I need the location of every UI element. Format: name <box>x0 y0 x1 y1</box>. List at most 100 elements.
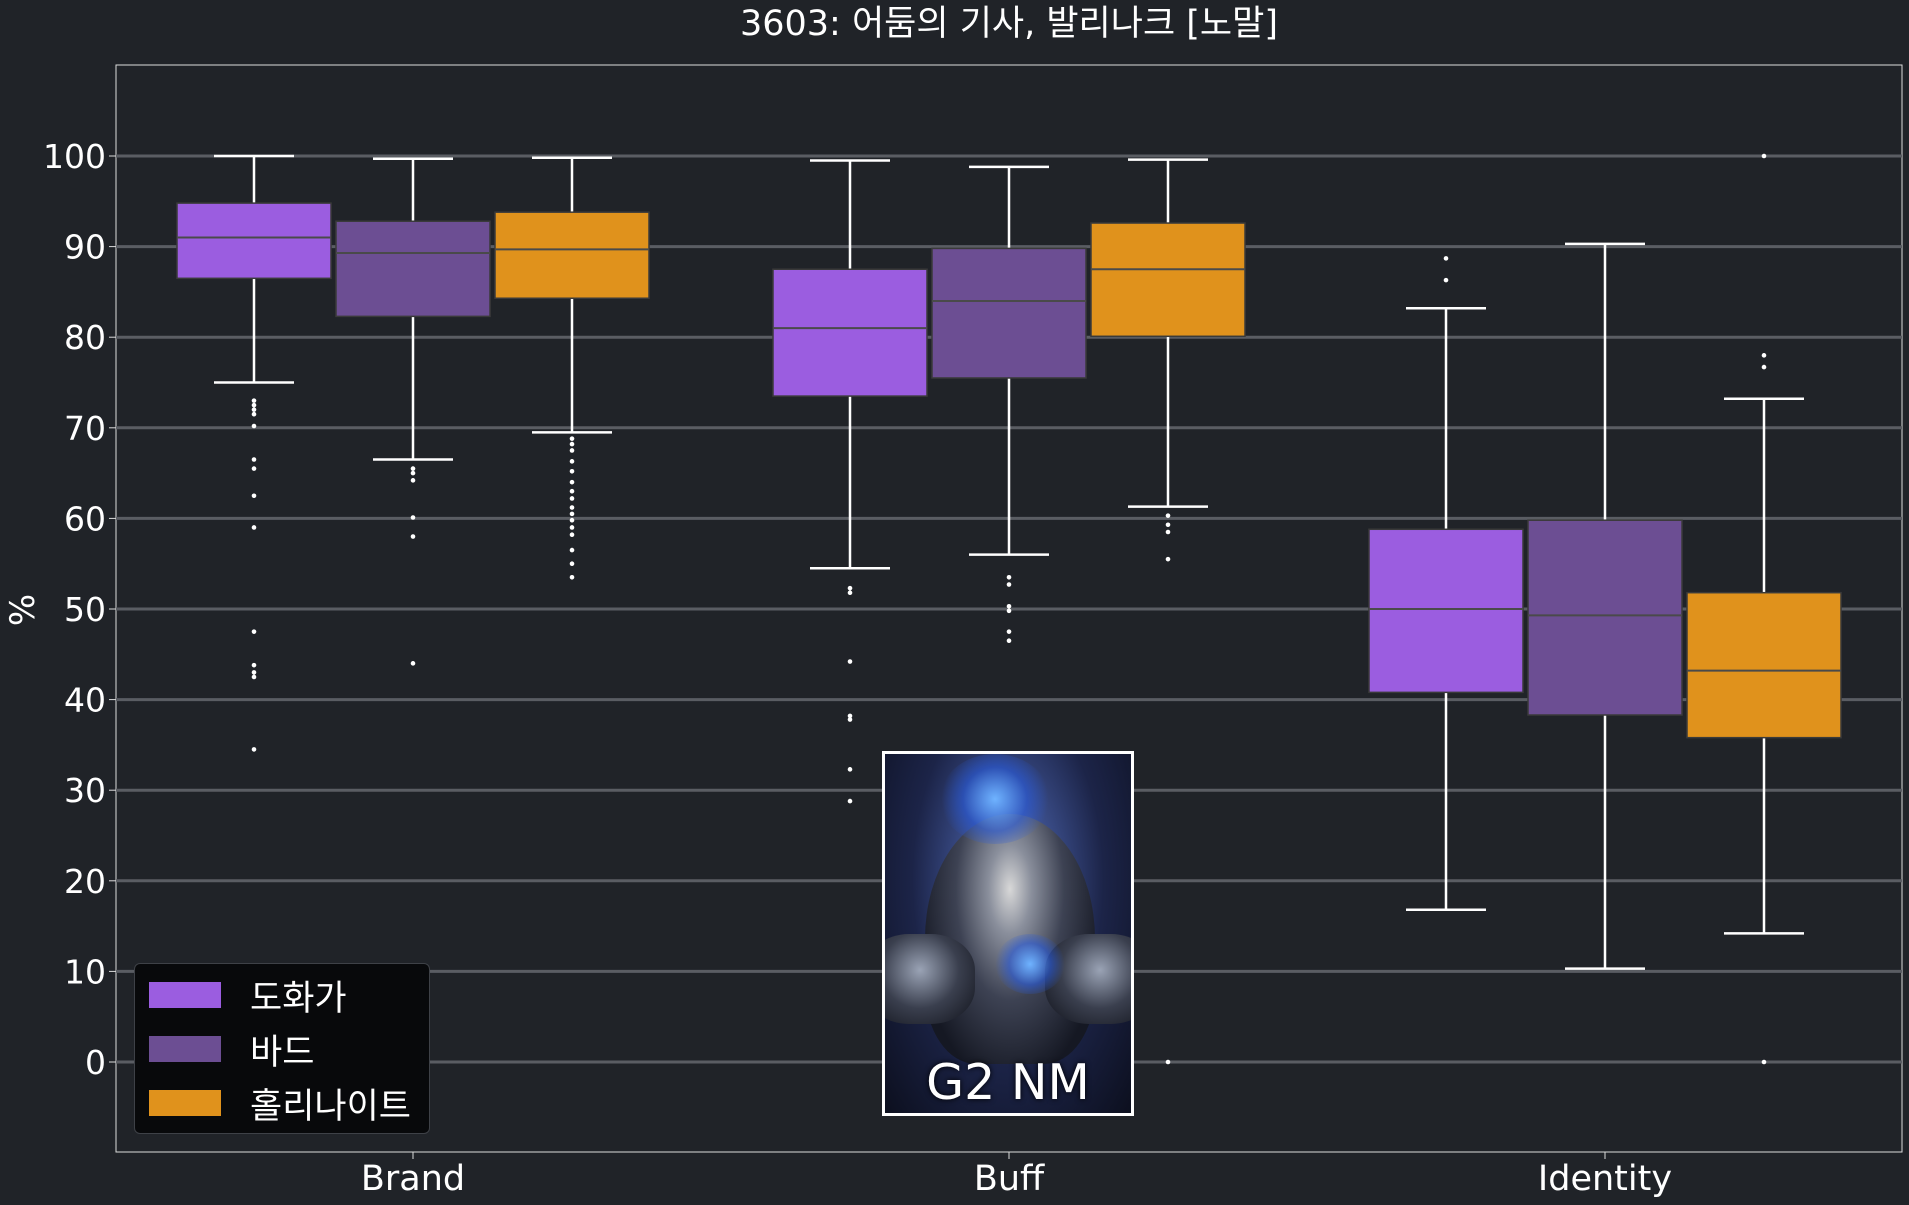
outlier-point <box>1007 638 1012 643</box>
y-axis-label: % <box>3 594 43 626</box>
outlier-point <box>570 480 575 485</box>
x-tick-label: Buff <box>974 1159 1045 1199</box>
outlier-point <box>570 469 575 474</box>
outlier-point <box>570 505 575 510</box>
boss-portrait-card: G2 NM <box>882 751 1134 1116</box>
box-iqr <box>932 248 1086 378</box>
y-tick-label: 0 <box>85 1043 106 1082</box>
box-iqr <box>495 212 649 298</box>
outlier-point <box>252 525 257 530</box>
box-iqr <box>1369 529 1523 692</box>
y-tick-label: 10 <box>64 952 106 991</box>
outlier-point <box>252 403 257 408</box>
outlier-point <box>252 629 257 634</box>
outlier-point <box>570 436 575 441</box>
box-group <box>1687 154 1841 1065</box>
outlier-point <box>1007 582 1012 587</box>
outlier-point <box>411 661 416 666</box>
outlier-point <box>1007 575 1012 580</box>
box-iqr <box>336 221 490 316</box>
outlier-point <box>1762 1060 1767 1065</box>
box-group <box>932 167 1086 643</box>
outlier-point <box>570 518 575 523</box>
legend-swatch <box>149 982 221 1008</box>
outlier-point <box>848 767 853 772</box>
box-iqr <box>1687 593 1841 738</box>
box-group <box>773 161 927 804</box>
boss-shoulder-armor <box>882 934 975 1024</box>
outlier-point <box>1166 1060 1171 1065</box>
outlier-point <box>252 493 257 498</box>
legend-swatch <box>149 1036 221 1062</box>
outlier-point <box>1007 629 1012 634</box>
outlier-point <box>570 489 575 494</box>
outlier-point <box>848 717 853 722</box>
y-axis-ticks: 0 10 20 30 40 50 60 70 80 90 100 <box>43 137 116 1082</box>
y-tick-label: 60 <box>64 499 106 538</box>
outlier-point <box>848 799 853 804</box>
outlier-point <box>1007 604 1012 609</box>
chart-legend: 도화가 바드 홀리나이트 <box>134 963 430 1134</box>
outlier-point <box>1762 353 1767 358</box>
outlier-point <box>252 747 257 752</box>
outlier-point <box>411 466 416 471</box>
y-tick-label: 50 <box>64 590 106 629</box>
legend-label: 바드 <box>250 1024 314 1075</box>
legend-label: 홀리나이트 <box>250 1078 411 1129</box>
outlier-point <box>570 561 575 566</box>
outlier-point <box>570 525 575 530</box>
outlier-point <box>252 466 257 471</box>
outlier-point <box>570 442 575 447</box>
y-tick-label: 80 <box>64 318 106 357</box>
y-tick-label: 70 <box>64 409 106 448</box>
y-tick-label: 30 <box>64 771 106 810</box>
legend-item: 바드 <box>149 1027 314 1071</box>
outlier-point <box>252 424 257 429</box>
x-tick-label: Identity <box>1538 1159 1672 1199</box>
outlier-point <box>570 459 575 464</box>
legend-swatch <box>149 1090 221 1116</box>
outlier-point <box>1166 513 1171 518</box>
outlier-point <box>252 675 257 680</box>
x-tick-label: Brand <box>361 1159 465 1199</box>
outlier-point <box>411 534 416 539</box>
chart-title: 3603: 어둠의 기사, 발리나크 [노말] <box>740 4 1278 44</box>
outlier-point <box>1444 278 1449 283</box>
outlier-point <box>252 398 257 403</box>
box-group <box>495 158 649 580</box>
outlier-point <box>252 412 257 417</box>
outlier-point <box>1762 154 1767 159</box>
outlier-point <box>570 448 575 453</box>
outlier-point <box>411 478 416 483</box>
box-iqr <box>177 203 331 278</box>
outlier-point <box>252 407 257 412</box>
box-group <box>1528 244 1682 969</box>
outlier-point <box>570 575 575 580</box>
boss-glow <box>995 934 1065 994</box>
outlier-point <box>252 457 257 462</box>
box-group <box>1369 256 1523 910</box>
outlier-point <box>252 670 257 675</box>
outlier-point <box>848 590 853 595</box>
outlier-point <box>848 586 853 591</box>
outlier-point <box>1166 530 1171 535</box>
outlier-point <box>1007 609 1012 614</box>
y-tick-label: 40 <box>64 681 106 720</box>
legend-label: 도화가 <box>250 970 347 1021</box>
outlier-point <box>1166 522 1171 527</box>
boss-card-label: G2 NM <box>885 1053 1131 1113</box>
y-tick-label: 100 <box>43 137 106 176</box>
legend-item: 도화가 <box>149 973 347 1017</box>
outlier-point <box>1444 256 1449 261</box>
legend-item: 홀리나이트 <box>149 1081 411 1125</box>
boss-glow <box>940 754 1050 844</box>
outlier-point <box>411 515 416 520</box>
outlier-point <box>1166 557 1171 562</box>
outlier-point <box>252 663 257 668</box>
outlier-point <box>570 496 575 501</box>
outlier-point <box>411 471 416 476</box>
box-iqr <box>1091 223 1245 336</box>
y-tick-label: 90 <box>64 228 106 267</box>
box-iqr <box>1528 520 1682 715</box>
outlier-point <box>570 548 575 553</box>
